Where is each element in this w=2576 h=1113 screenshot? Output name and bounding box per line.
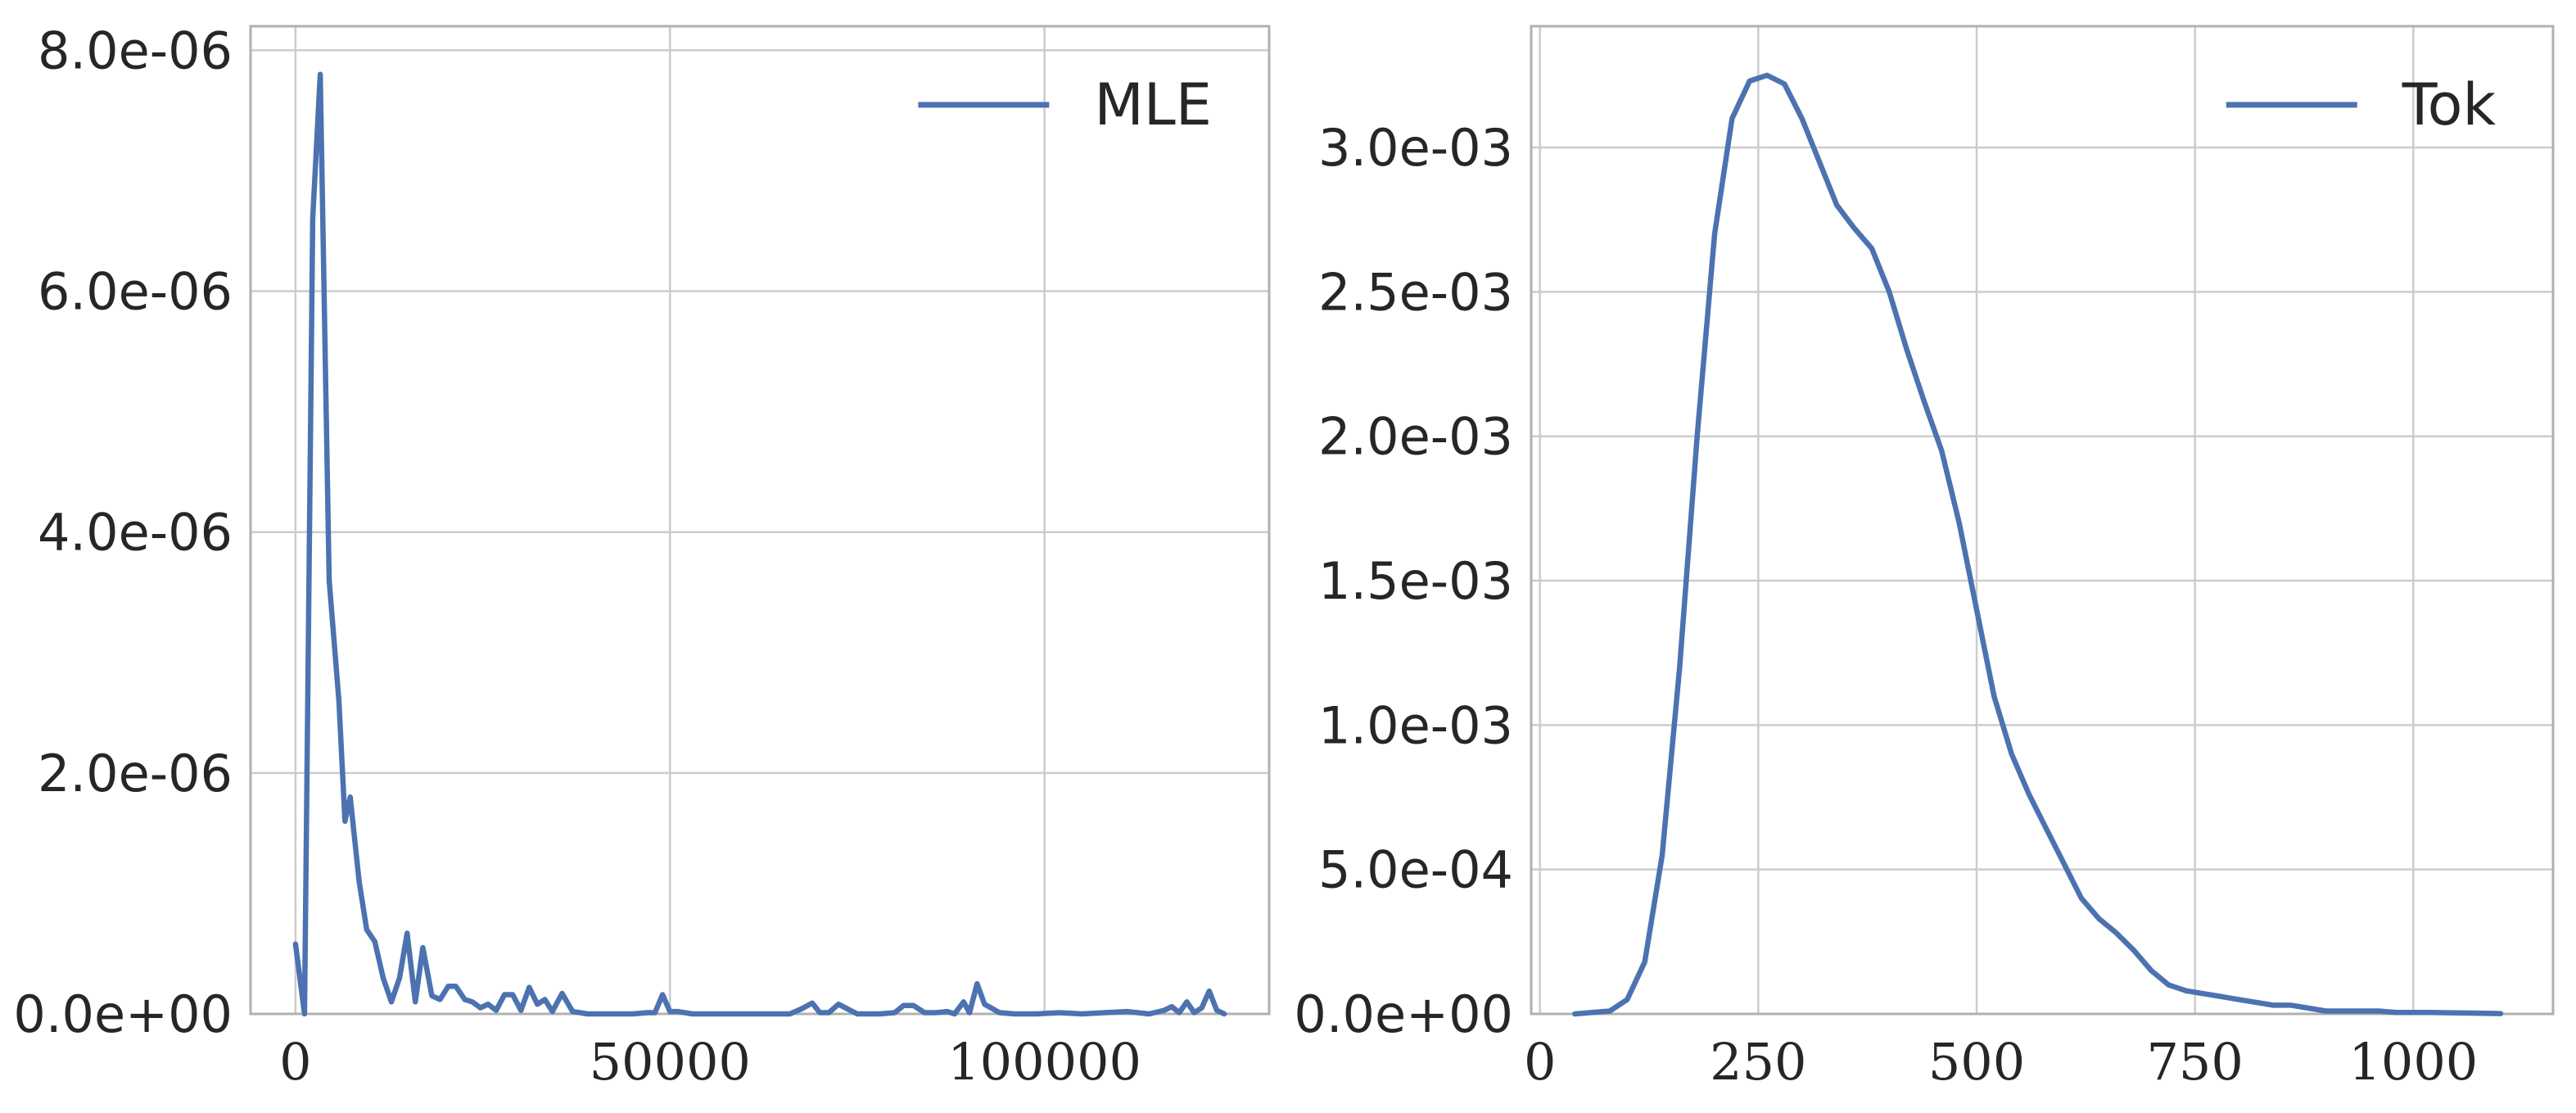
y-tick-label: 2.5e-03: [1318, 262, 1513, 322]
y-tick-label: 4.0e-06: [38, 503, 233, 563]
legend: MLE: [918, 71, 1212, 138]
y-tick-label: 0.0e+00: [1294, 984, 1513, 1044]
legend-label: Tok: [2402, 71, 2497, 138]
x-tick-label: 0: [1524, 1032, 1556, 1092]
right-chart-panel: 0.0e+00 5.0e-04 1.0e-03 1.5e-03 2.0e-03 2.5e-…: [1294, 25, 2555, 1092]
y-tick-label: 5.0e-04: [1318, 840, 1513, 900]
legend-label: MLE: [1094, 71, 1212, 138]
y-tick-label: 8.0e-06: [38, 20, 233, 80]
series-line-tok: [1572, 72, 2504, 1017]
grid-lines: [1531, 26, 2553, 1016]
series-line-mle: [292, 71, 1227, 1017]
legend: Tok: [2226, 71, 2497, 138]
y-tick-label: 1.0e-03: [1318, 695, 1513, 755]
x-tick-label: 50000: [590, 1032, 751, 1092]
x-tick-label: 0: [279, 1032, 311, 1092]
y-tick-label: 2.0e-03: [1318, 407, 1513, 467]
left-chart-panel: 0.0e+00 2.0e-06 4.0e-06 6.0e-06 8.0e-06 0 5000…: [13, 20, 1271, 1092]
y-tick-label: 2.0e-06: [38, 744, 233, 803]
x-tick-label: 250: [1710, 1032, 1806, 1092]
x-tick-label: 500: [1928, 1032, 2025, 1092]
plot-frame: [1530, 25, 2555, 1016]
y-tick-label: 1.5e-03: [1318, 551, 1513, 611]
y-tick-label: 6.0e-06: [38, 262, 233, 322]
y-tick-label: 3.0e-03: [1318, 118, 1513, 178]
x-tick-label: 1000: [2348, 1032, 2478, 1092]
x-tick-label: 750: [2146, 1032, 2243, 1092]
x-tick-label: 100000: [947, 1032, 1141, 1092]
y-tick-label: 0.0e+00: [13, 984, 233, 1044]
